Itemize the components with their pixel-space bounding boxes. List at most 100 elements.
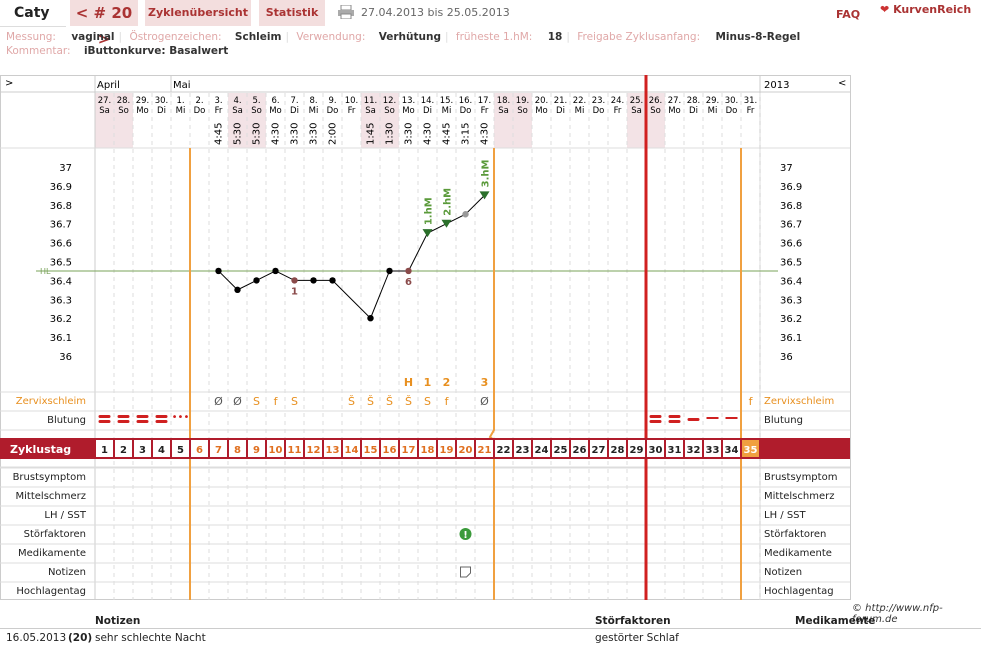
temp-axis-right: 36.4 (780, 276, 802, 287)
cervix-mark: f (274, 395, 279, 408)
tab-zyklenuebersicht[interactable]: Zyklenübersicht (145, 0, 251, 26)
logo-text: KurvenReich (893, 3, 972, 16)
day-date: 26. (649, 96, 663, 106)
cervix-mark: f (445, 395, 450, 408)
cycle-day-number: 17 (402, 445, 416, 456)
cycle-day-number: 14 (345, 445, 359, 456)
cycle-day-cell (153, 440, 170, 457)
row-label-right-notizen: Notizen (764, 567, 802, 578)
hl-label: HL (40, 267, 51, 276)
cycle-day-cell (96, 440, 113, 457)
day-weekday: Di (556, 106, 565, 116)
faq-link[interactable]: FAQ (836, 8, 861, 21)
cervix-mark: Ø (214, 395, 223, 408)
temp-axis-right: 36.2 (780, 314, 802, 325)
day-weekday: Fr (614, 106, 622, 116)
cycle-day-number: 11 (288, 445, 302, 456)
day-date: 10. (345, 96, 359, 106)
temp-point (310, 277, 317, 284)
day-date: 9. (328, 96, 336, 106)
day-weekday: Fr (348, 106, 356, 116)
day-time: 4:45 (214, 123, 225, 145)
cycle-day-number: 12 (307, 445, 321, 456)
hm-label: früheste 1.hM: (455, 31, 533, 43)
row-label-right-brust: Brustsymptom (764, 472, 837, 483)
weekend-shade (494, 93, 513, 148)
user-name-box: Caty (0, 0, 66, 27)
temp-point (291, 277, 298, 284)
temp-point (215, 267, 222, 275)
notes-table: Notizen Störfaktoren Medikamente 16.05.2… (0, 612, 981, 645)
cycle-day-number: 20 (459, 445, 473, 456)
row-label-left-notizen: Notizen (48, 567, 86, 578)
day-weekday: Fr (215, 106, 223, 116)
row-label-right-cervix: Zervixschleim (764, 396, 834, 407)
bleeding-mark (649, 415, 662, 418)
temp-axis-left: 36.1 (50, 333, 72, 344)
cycle-day-number: 7 (215, 445, 222, 456)
day-weekday: So (251, 106, 262, 116)
cycle-day-cell (647, 440, 664, 457)
day-weekday: Mi (708, 106, 718, 116)
info-line-1: Messung: vaginal | Östrogenzeichen: Schle… (6, 31, 801, 43)
day-weekday: Mi (176, 106, 186, 116)
day-date: 6. (271, 96, 279, 106)
row-label-right-hoch: Hochlagentag (764, 586, 834, 597)
chart-frame (0, 75, 851, 600)
day-date: 11. (364, 96, 378, 106)
cycle-day-number: 27 (592, 445, 606, 456)
cycle-day-number: 24 (535, 445, 549, 456)
cycle-day-cell (533, 440, 550, 457)
kurvenreich-logo[interactable]: ❤ KurvenReich (880, 3, 971, 16)
printer-icon[interactable] (338, 5, 354, 19)
cycle-navigator[interactable]: < # 20 > (70, 0, 138, 48)
temp-axis-right: 36.8 (780, 201, 802, 212)
day-weekday: Mo (668, 106, 681, 116)
day-weekday: Mo (269, 106, 282, 116)
cycle-day-cell (685, 440, 702, 457)
messung-label: Messung: (6, 31, 56, 43)
bleeding-mark (136, 415, 149, 418)
notes-header-stoer: Störfaktoren (595, 615, 671, 627)
temp-axis-left: 36.3 (50, 295, 72, 306)
day-date: 3. (214, 96, 222, 106)
day-weekday: Sa (99, 106, 110, 116)
temp-axis-right: 36.1 (780, 333, 802, 344)
day-weekday: Do (593, 106, 605, 116)
temp-point (405, 267, 412, 275)
bleeding-mark (155, 415, 168, 418)
hm-label: 3.hM (481, 159, 492, 187)
cycle-day-cell (229, 440, 246, 457)
day-date: 25. (630, 96, 644, 106)
cycle-day-cell (704, 440, 721, 457)
day-weekday: Mi (442, 106, 452, 116)
temp-mark-label: 1 (291, 286, 298, 297)
day-date: 24. (611, 96, 625, 106)
hm-marker (479, 191, 490, 200)
day-date: 29. (706, 96, 720, 106)
day-date: 23. (592, 96, 606, 106)
day-weekday: Sa (498, 106, 509, 116)
weekend-shade (361, 93, 380, 148)
temp-axis-left: 37 (59, 163, 72, 174)
row-label-right-lh: LH / SST (764, 510, 807, 521)
note-date: 16.05.2013 (6, 632, 67, 644)
day-time: 3:30 (309, 123, 320, 145)
cycle-day-cell (723, 440, 740, 457)
day-date: 21. (554, 96, 568, 106)
day-date: 17. (478, 96, 492, 106)
temp-axis-right: 36.7 (780, 220, 802, 231)
temp-mark-label: 6 (405, 277, 412, 288)
cycle-day-cell (286, 440, 303, 457)
tab-statistik[interactable]: Statistik (259, 0, 325, 26)
oestrogen-value: Schleim (234, 31, 282, 43)
day-weekday: So (650, 106, 661, 116)
cycle-day-cell (514, 440, 531, 457)
day-time: 3:30 (404, 123, 415, 145)
cervix-peak-marker: H (404, 376, 413, 389)
cycle-day-cell (191, 440, 208, 457)
temp-point (272, 267, 279, 275)
day-weekday: Di (290, 106, 299, 116)
bleeding-mark (98, 420, 111, 423)
